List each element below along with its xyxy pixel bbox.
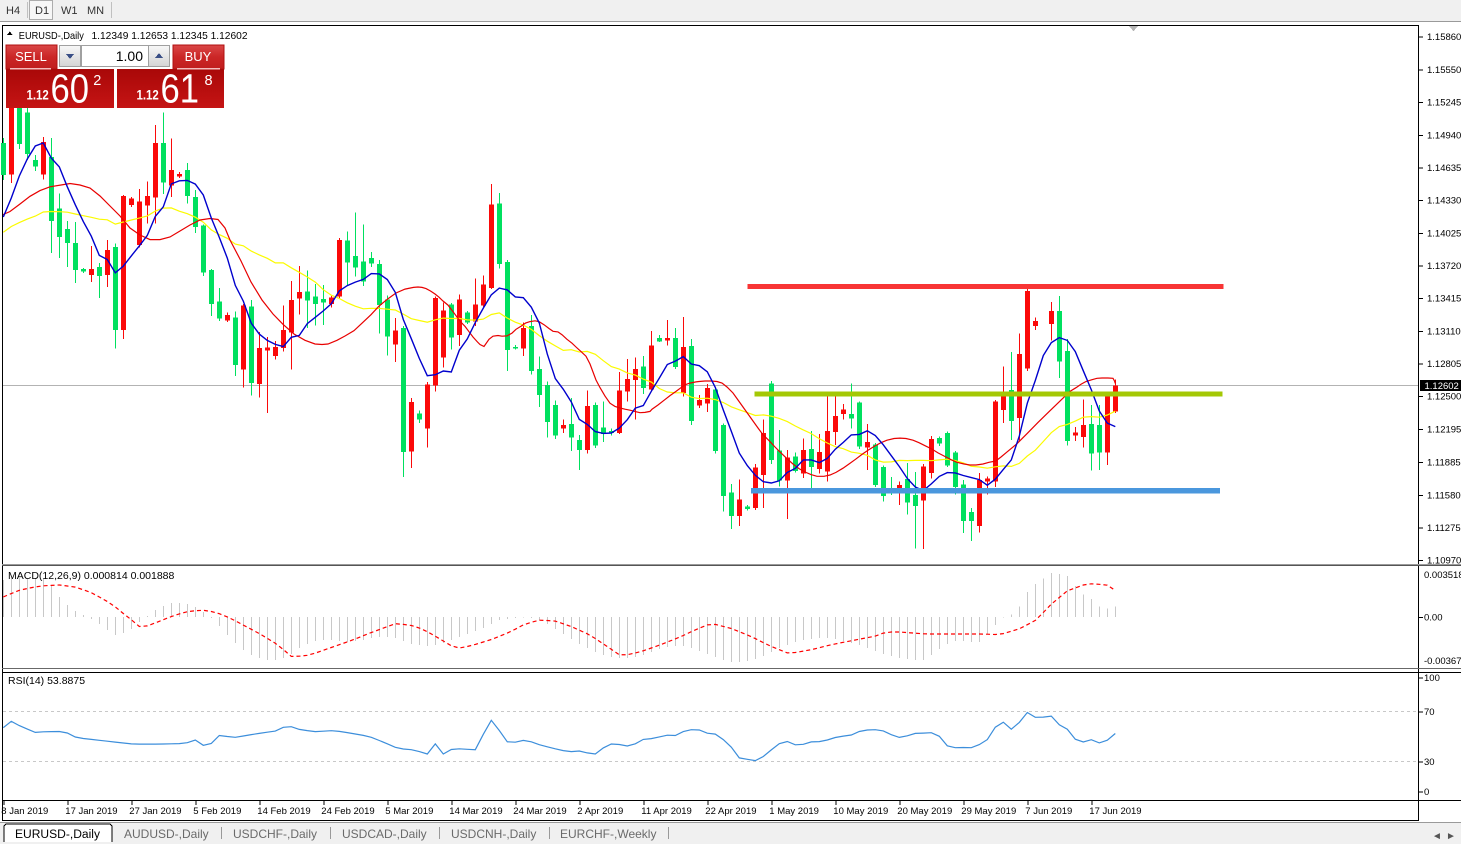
svg-text:USDCHF-,Daily: USDCHF-,Daily bbox=[233, 827, 317, 841]
svg-text:1.13720: 1.13720 bbox=[1427, 261, 1461, 272]
svg-text:8 Jan 2019: 8 Jan 2019 bbox=[1, 806, 48, 817]
svg-text:5 Mar 2019: 5 Mar 2019 bbox=[385, 806, 433, 817]
svg-text:AUDUSD-,Daily: AUDUSD-,Daily bbox=[124, 827, 209, 841]
svg-text:1.15245: 1.15245 bbox=[1427, 98, 1461, 109]
svg-text:1.13110: 1.13110 bbox=[1427, 326, 1461, 337]
svg-text:14 Mar 2019: 14 Mar 2019 bbox=[449, 806, 502, 817]
svg-text:1.15860: 1.15860 bbox=[1427, 32, 1461, 43]
svg-text:17 Jun 2019: 17 Jun 2019 bbox=[1089, 806, 1141, 817]
svg-text:D1: D1 bbox=[35, 5, 49, 17]
svg-text:1.12805: 1.12805 bbox=[1427, 359, 1461, 370]
svg-text:5 Feb 2019: 5 Feb 2019 bbox=[193, 806, 241, 817]
svg-text:20 May 2019: 20 May 2019 bbox=[897, 806, 952, 817]
svg-text:0: 0 bbox=[1424, 787, 1429, 798]
svg-text:SELL: SELL bbox=[15, 49, 47, 64]
svg-text:-0.00367: -0.00367 bbox=[1424, 656, 1461, 667]
svg-text:W1: W1 bbox=[61, 5, 78, 17]
svg-text:24 Mar 2019: 24 Mar 2019 bbox=[513, 806, 566, 817]
svg-text:10 May 2019: 10 May 2019 bbox=[833, 806, 888, 817]
svg-text:◄: ◄ bbox=[1432, 831, 1442, 842]
svg-text:1.15550: 1.15550 bbox=[1427, 65, 1461, 76]
svg-text:1.14025: 1.14025 bbox=[1427, 228, 1461, 239]
svg-text:MN: MN bbox=[87, 5, 104, 17]
svg-text:1.00: 1.00 bbox=[116, 48, 143, 64]
svg-text:7 Jun 2019: 7 Jun 2019 bbox=[1025, 806, 1072, 817]
svg-text:EURUSD-,Daily: EURUSD-,Daily bbox=[19, 30, 85, 42]
svg-text:22 Apr 2019: 22 Apr 2019 bbox=[705, 806, 756, 817]
svg-text:17 Jan 2019: 17 Jan 2019 bbox=[65, 806, 117, 817]
svg-text:1.14635: 1.14635 bbox=[1427, 163, 1461, 174]
svg-text:30: 30 bbox=[1424, 757, 1435, 768]
svg-text:14 Feb 2019: 14 Feb 2019 bbox=[257, 806, 310, 817]
svg-text:2: 2 bbox=[93, 73, 101, 89]
svg-text:1.12195: 1.12195 bbox=[1427, 424, 1461, 435]
svg-text:24 Feb 2019: 24 Feb 2019 bbox=[321, 806, 374, 817]
svg-text:1.11275: 1.11275 bbox=[1427, 523, 1461, 534]
svg-text:60: 60 bbox=[51, 66, 90, 112]
svg-text:100: 100 bbox=[1424, 673, 1440, 684]
svg-text:H4: H4 bbox=[6, 5, 20, 17]
svg-text:RSI(14) 53.8875: RSI(14) 53.8875 bbox=[8, 675, 85, 687]
svg-text:1.12: 1.12 bbox=[137, 86, 159, 102]
svg-text:EURUSD-,Daily: EURUSD-,Daily bbox=[15, 829, 100, 841]
svg-text:1.13415: 1.13415 bbox=[1427, 294, 1461, 305]
svg-text:1.11885: 1.11885 bbox=[1427, 458, 1461, 469]
svg-text:8: 8 bbox=[205, 73, 213, 89]
svg-text:BUY: BUY bbox=[185, 49, 212, 64]
svg-text:1.11580: 1.11580 bbox=[1427, 490, 1461, 501]
svg-text:USDCNH-,Daily: USDCNH-,Daily bbox=[451, 827, 536, 841]
svg-text:MACD(12,26,9) 0.000814 0.00188: MACD(12,26,9) 0.000814 0.001888 bbox=[8, 570, 175, 582]
svg-text:29 May 2019: 29 May 2019 bbox=[961, 806, 1016, 817]
svg-text:1.12500: 1.12500 bbox=[1427, 392, 1461, 403]
svg-text:0.003518: 0.003518 bbox=[1424, 570, 1461, 581]
svg-text:11 Apr 2019: 11 Apr 2019 bbox=[641, 806, 692, 817]
svg-text:0.00: 0.00 bbox=[1424, 613, 1443, 624]
svg-text:1.12: 1.12 bbox=[27, 86, 49, 102]
svg-text:►: ► bbox=[1446, 831, 1456, 842]
svg-text:1.14940: 1.14940 bbox=[1427, 130, 1461, 141]
svg-text:EURCHF-,Weekly: EURCHF-,Weekly bbox=[560, 827, 656, 841]
svg-text:1.12349 1.12653 1.12345 1.1260: 1.12349 1.12653 1.12345 1.12602 bbox=[92, 30, 248, 42]
svg-text:1.10970: 1.10970 bbox=[1427, 556, 1461, 567]
svg-text:1.12602: 1.12602 bbox=[1425, 381, 1459, 392]
svg-text:1.14330: 1.14330 bbox=[1427, 196, 1461, 207]
svg-text:USDCAD-,Daily: USDCAD-,Daily bbox=[342, 827, 427, 841]
svg-text:2 Apr 2019: 2 Apr 2019 bbox=[577, 806, 623, 817]
svg-text:1 May 2019: 1 May 2019 bbox=[769, 806, 819, 817]
svg-text:61: 61 bbox=[161, 66, 200, 112]
svg-text:27 Jan 2019: 27 Jan 2019 bbox=[129, 806, 181, 817]
svg-text:70: 70 bbox=[1424, 707, 1435, 718]
